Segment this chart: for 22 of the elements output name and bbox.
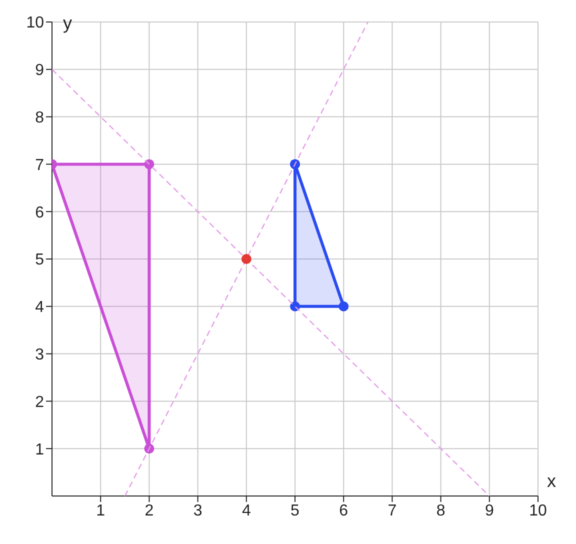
y-tick-label: 7 [35,156,44,174]
x-tick-label: 4 [242,502,251,520]
y-tick-label: 10 [26,14,44,32]
y-tick-label: 4 [35,299,44,316]
y-axis-title: y [63,12,72,33]
y-tick-label: 2 [35,394,44,411]
x-tick-label: 5 [290,502,300,520]
x-tick-label: 7 [388,502,397,520]
y-tick-label: 3 [35,346,44,364]
x-tick-label: 8 [436,502,446,520]
y-tick-label: 9 [35,62,44,80]
x-axis-title: x [547,470,556,491]
y-tick-label: 8 [35,109,44,126]
x-tick-label: 9 [484,502,494,520]
x-tick-label: 6 [339,502,348,520]
y-tick-label: 1 [35,441,44,458]
x-tick-label: 2 [144,502,154,520]
x-tick-label: 10 [529,502,547,520]
y-tick-label: 5 [35,252,44,269]
x-tick-label: 1 [96,502,106,520]
x-tick-label: 3 [193,502,202,520]
y-tick-label: 6 [35,204,44,222]
